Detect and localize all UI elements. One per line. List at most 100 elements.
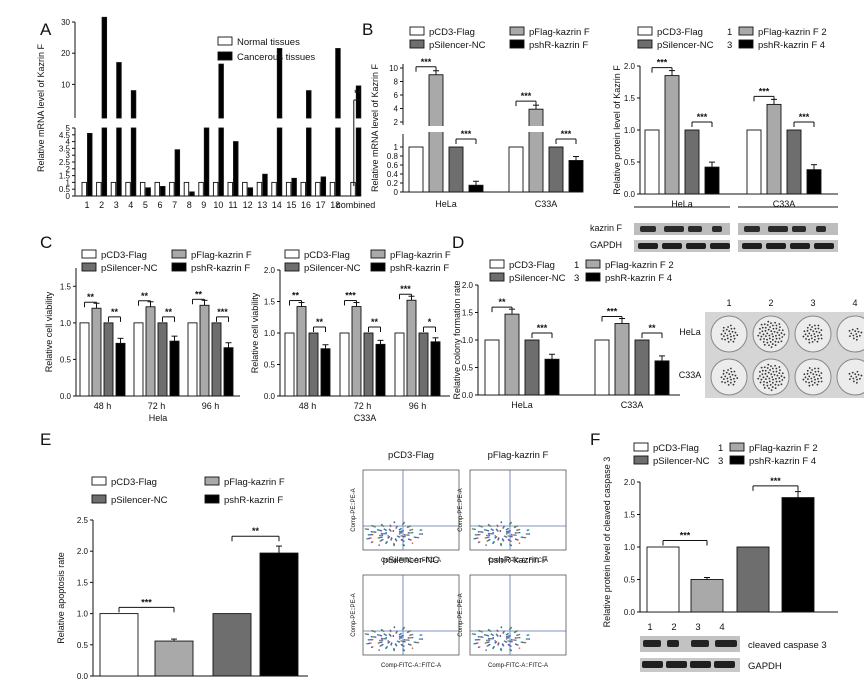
- legend-label: pshR-kazrin F: [191, 263, 250, 274]
- C-Hela-bar: [211, 322, 222, 397]
- B-mRNA-bar: [428, 74, 444, 193]
- D-sig-sig-label: ***: [537, 323, 548, 333]
- B-protein-y-tick-label: 1.5: [624, 94, 636, 103]
- flow-event-dot: [404, 535, 406, 538]
- flow-plot-title: pSilencer-NC: [383, 555, 440, 566]
- F-y-tick-label: 1.0: [624, 543, 636, 552]
- flow-event-dot: [402, 535, 405, 538]
- flow-event-dot: [499, 635, 502, 638]
- flow-event-dot: [407, 643, 410, 646]
- E-sig-sig-label: **: [252, 526, 260, 536]
- colony-dot: [766, 381, 768, 384]
- A-bar-cancer: [145, 187, 151, 197]
- A-bar-normal: [81, 181, 87, 197]
- colony-dot: [852, 380, 855, 383]
- A-bar-cancer-upper: [218, 63, 224, 119]
- flow-event-dot: [371, 646, 374, 648]
- A-bar-cancer: [306, 127, 312, 197]
- colony-dot: [778, 334, 781, 336]
- flow-event-dot: [478, 533, 481, 536]
- colony-dot: [736, 334, 739, 336]
- flow-event-dot: [411, 633, 414, 636]
- D-y-tick-label: 0.5: [462, 364, 474, 373]
- A-bar-normal: [169, 181, 175, 197]
- flow-x-label: Comp-FITC-A::FITC-A: [488, 663, 548, 669]
- flow-event-dot: [418, 638, 421, 640]
- colony-dot: [771, 381, 774, 384]
- C-C33A-bar: [418, 332, 429, 397]
- blot-band: [790, 243, 810, 249]
- flow-event-dot: [380, 532, 383, 535]
- B-protein-sig-sig-label: ***: [799, 112, 810, 122]
- A-y-tick-label: 0: [66, 192, 71, 201]
- C-C33A-bar: [308, 332, 319, 397]
- E-y-tick-label: 2.0: [77, 547, 89, 556]
- flow-event-dot: [508, 523, 511, 526]
- flow-event-dot: [380, 634, 383, 637]
- flow-event-dot: [413, 641, 416, 643]
- colony-dot: [810, 334, 813, 337]
- B-mRNA-sig-sig-label: ***: [561, 129, 572, 139]
- colony-dot: [820, 372, 823, 374]
- flow-event-dot: [409, 532, 411, 534]
- B-mRNA-sig-sig-label: ***: [421, 57, 432, 67]
- flow-event-dot: [487, 634, 490, 637]
- flow-event-dot: [513, 534, 516, 536]
- flow-y-label: Comp-PE::PE-A: [351, 488, 357, 531]
- colony-dot: [778, 366, 781, 368]
- colony-dot: [774, 340, 777, 343]
- dish-lane-number: 2: [768, 298, 773, 308]
- A-bar-normal: [227, 181, 233, 197]
- legend-label: Normal tissues: [237, 37, 300, 48]
- flow-event-dot: [381, 538, 384, 541]
- A-y-tick-label: 5: [66, 124, 71, 133]
- legend-swatch: [171, 262, 187, 272]
- C-Hela-sig-sig-label: **: [111, 307, 119, 317]
- C-Hela-sig-sig-label: **: [195, 289, 203, 299]
- colony-dot: [812, 330, 815, 333]
- colony-dot: [806, 326, 809, 329]
- flow-event-dot: [527, 638, 529, 640]
- flow-event-dot: [381, 641, 383, 643]
- flow-event-dot: [508, 535, 511, 537]
- colony-dot: [774, 344, 777, 347]
- colony-dot: [809, 328, 812, 331]
- colony-dot: [806, 329, 809, 332]
- flow-event-dot: [370, 533, 373, 536]
- flow-event-dot: [510, 639, 513, 641]
- A-bar-normal: [139, 181, 146, 197]
- flow-event-dot: [370, 530, 373, 533]
- A-bar-cancer: [276, 127, 283, 197]
- flow-event-dot: [367, 639, 370, 641]
- colony-dot: [722, 372, 725, 375]
- flow-event-dot: [389, 630, 392, 633]
- blot-band: [664, 226, 684, 232]
- colony-dot: [731, 373, 734, 376]
- flow-event-dot: [394, 643, 397, 645]
- colony-dot: [757, 377, 760, 380]
- C-C33A-bar: [430, 341, 441, 397]
- flow-y-label: Comp-PE::PE-A: [458, 488, 464, 531]
- E-y-tick-label: 1.0: [77, 610, 89, 619]
- F-y-label: Relative protein level of cleaved caspas…: [602, 457, 612, 628]
- colony-dish: [710, 358, 748, 396]
- flow-event-dot: [398, 531, 401, 533]
- A-bar-normal: [242, 181, 248, 197]
- A-bar-cancer: [247, 187, 254, 197]
- D-sig-sig-label: **: [648, 323, 656, 333]
- legend-swatch: [738, 39, 754, 49]
- colony-dot: [768, 334, 771, 337]
- flow-event-dot: [476, 638, 478, 641]
- blot-band: [715, 640, 737, 647]
- colony-dot: [855, 381, 858, 384]
- flow-event-dot: [492, 634, 494, 636]
- flow-event-dot: [516, 637, 518, 639]
- colony-dot: [763, 337, 765, 340]
- colony-dot: [730, 370, 733, 373]
- B-protein-sig-sig-label: ***: [697, 112, 708, 122]
- colony-dot: [729, 324, 732, 327]
- colony-dot: [759, 370, 761, 373]
- colony-dot: [813, 381, 816, 384]
- flow-event-dot: [395, 632, 398, 634]
- colony-dot: [811, 369, 813, 371]
